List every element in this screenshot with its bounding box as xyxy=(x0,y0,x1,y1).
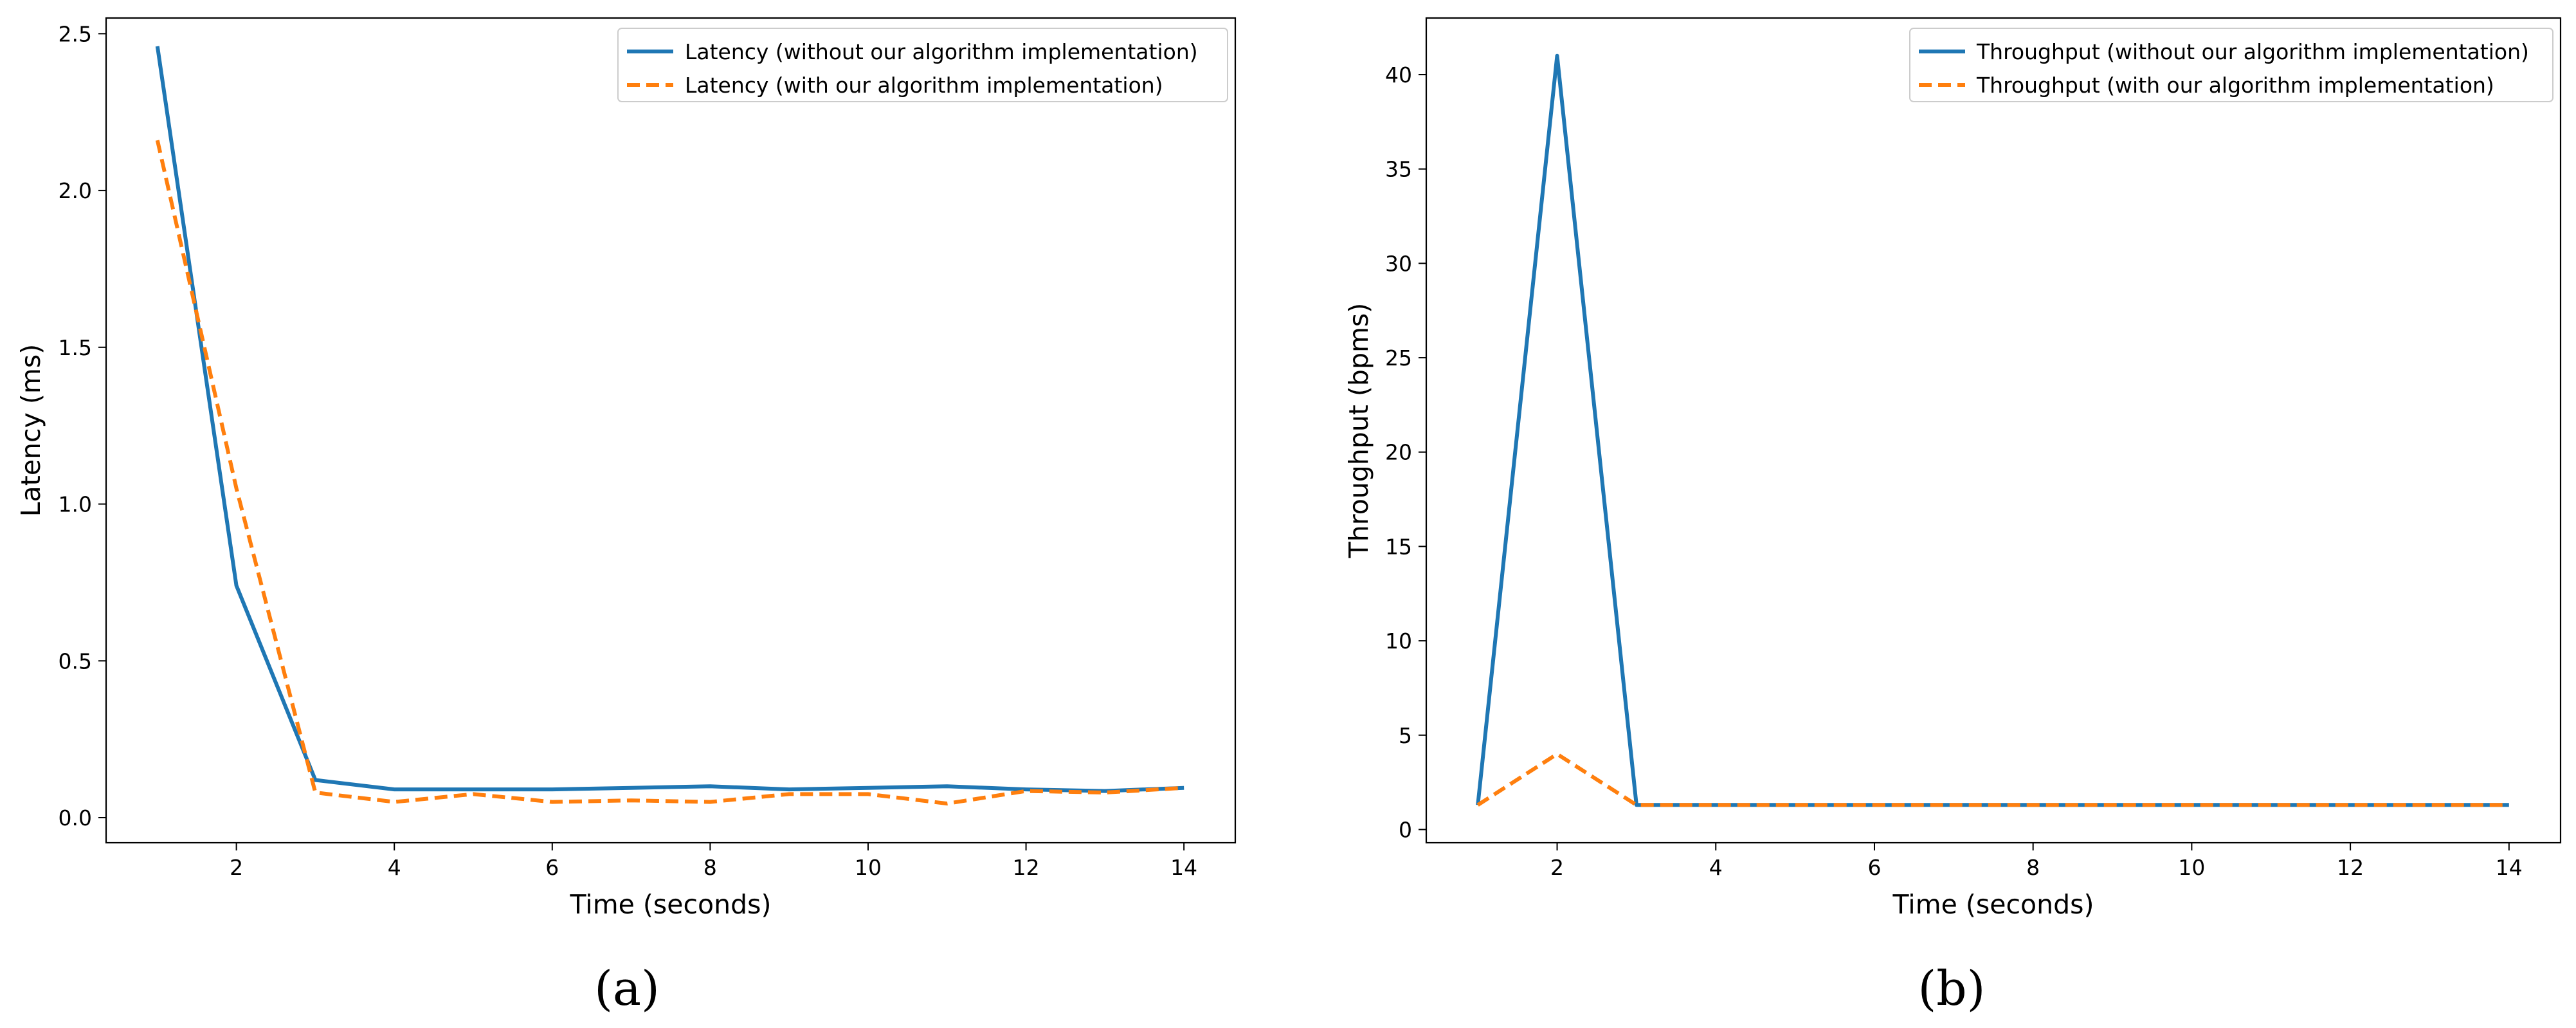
x-tick-label: 14 xyxy=(1170,855,1197,880)
y-tick-label: 35 xyxy=(1385,157,1412,182)
series-line-with xyxy=(155,140,1184,806)
y-tick-label: 2.0 xyxy=(59,178,92,203)
y-tick-label: 1.5 xyxy=(59,335,92,360)
y-tick-label: 5 xyxy=(1399,723,1412,748)
x-tick-label: 12 xyxy=(2337,855,2364,880)
x-tick-label: 6 xyxy=(545,855,559,880)
plot-frame xyxy=(1425,17,2562,844)
y-tick-label: 15 xyxy=(1385,534,1412,559)
y-tick-label: 0.0 xyxy=(59,805,92,831)
y-tick-label: 25 xyxy=(1385,345,1412,371)
x-tick-label: 6 xyxy=(1867,855,1881,880)
x-axis-label: Time (seconds) xyxy=(570,889,772,920)
legend-entry: Throughput (with our algorithm implement… xyxy=(1976,73,2494,98)
y-tick-label: 10 xyxy=(1385,629,1412,654)
x-tick-label: 2 xyxy=(230,855,243,880)
series-line-without xyxy=(155,46,1184,793)
x-tick-label: 10 xyxy=(855,855,882,880)
x-tick-label: 8 xyxy=(2026,855,2040,880)
panel-caption: (a) xyxy=(594,961,660,1016)
x-tick-label: 8 xyxy=(703,855,717,880)
x-tick-label: 10 xyxy=(2178,855,2205,880)
y-tick-label: 0 xyxy=(1399,817,1412,842)
y-axis-label: Throughput (bpms) xyxy=(1343,303,1374,559)
legend-entry: Latency (with our algorithm implementati… xyxy=(685,73,1163,98)
y-tick-label: 2.5 xyxy=(59,21,92,46)
legend-entry: Latency (without our algorithm implement… xyxy=(685,39,1198,64)
y-tick-label: 20 xyxy=(1385,440,1412,465)
legend-entry: Throughput (without our algorithm implem… xyxy=(1976,39,2529,64)
series-line-with xyxy=(1476,752,2509,807)
plot-frame xyxy=(105,17,1237,844)
y-tick-label: 0.5 xyxy=(59,648,92,674)
x-axis-label: Time (seconds) xyxy=(1892,889,2094,920)
x-tick-label: 12 xyxy=(1013,855,1040,880)
panel-caption: (b) xyxy=(1918,961,1985,1016)
legend-box xyxy=(1909,28,2553,102)
y-tick-label: 40 xyxy=(1385,62,1412,87)
x-tick-label: 14 xyxy=(2496,855,2523,880)
x-tick-label: 4 xyxy=(388,855,401,880)
x-tick-label: 4 xyxy=(1709,855,1723,880)
y-tick-label: 1.0 xyxy=(59,492,92,517)
x-tick-label: 2 xyxy=(1550,855,1564,880)
panel-a: 2 4 6 8 10 12 14 0.0 0.5 1.0 1.5 2.0 2.5 Time (second… xyxy=(15,17,1237,1016)
panel-b: 2 4 6 8 10 12 14 0 5 10 15 20 25 30 35 40 Time (seconds)… xyxy=(1343,17,2562,1016)
y-axis-label: Latency (ms) xyxy=(15,344,46,517)
series-line-without xyxy=(1476,53,2509,807)
y-tick-label: 30 xyxy=(1385,251,1412,276)
legend-box xyxy=(617,28,1228,102)
